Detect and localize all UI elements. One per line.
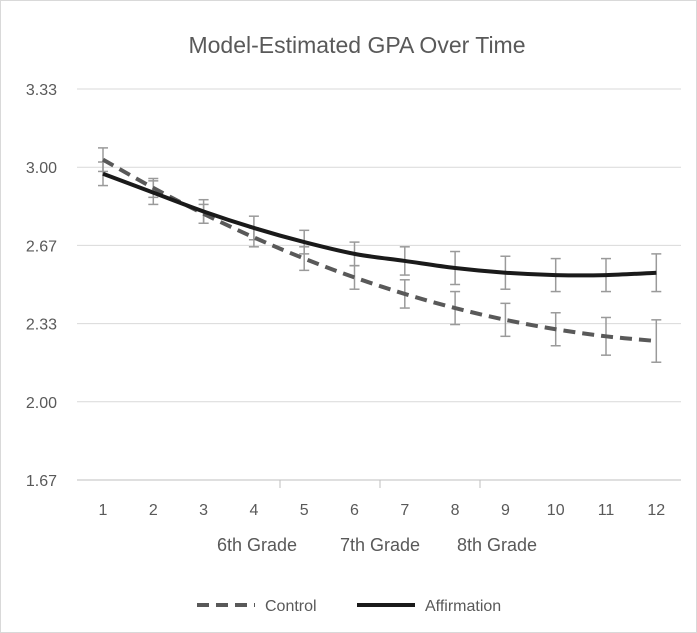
y-tick-label: 2.67 — [26, 238, 57, 255]
gridlines — [77, 88, 681, 403]
x-tick-label: 6 — [350, 502, 359, 519]
y-tick-label: 3.00 — [26, 160, 57, 177]
x-tick-label: 11 — [598, 502, 615, 519]
x-tick-label: 7 — [400, 502, 409, 519]
x-tick-label: 9 — [501, 502, 510, 519]
x-tick-label: 8 — [451, 502, 460, 519]
x-tick-label: 12 — [647, 502, 665, 519]
series-line-affirmation — [102, 171, 657, 278]
y-axis-ticks: 3.33 3.00 2.67 2.33 2.00 1.67 — [26, 82, 57, 490]
chart-title: Model-Estimated GPA Over Time — [188, 32, 525, 58]
series-line-control — [102, 157, 657, 344]
x-axis — [77, 479, 681, 488]
grade-group-labels: 6th Grade 7th Grade 8th Grade — [217, 535, 537, 555]
x-tick-label: 5 — [300, 502, 309, 519]
error-bar — [651, 319, 662, 363]
y-tick-label: 3.33 — [26, 82, 57, 99]
y-tick-label: 1.67 — [26, 473, 57, 490]
x-tick-label: 10 — [547, 502, 565, 519]
error-bars — [98, 147, 662, 363]
legend: Control Affirmation — [197, 598, 501, 615]
x-tick-label: 4 — [249, 502, 258, 519]
x-tick-label: 1 — [99, 502, 108, 519]
y-tick-label: 2.00 — [26, 395, 57, 412]
legend-label: Affirmation — [425, 598, 501, 615]
series-lines — [102, 157, 657, 344]
x-axis-ticks: 1 2 3 4 5 6 7 8 9 10 11 12 — [99, 502, 666, 519]
legend-label: Control — [265, 598, 317, 615]
grade-group-label: 7th Grade — [340, 535, 420, 555]
error-bar — [500, 302, 511, 338]
y-tick-label: 2.33 — [26, 317, 57, 334]
grade-group-label: 8th Grade — [457, 535, 537, 555]
x-tick-label: 3 — [199, 502, 208, 519]
x-tick-label: 2 — [149, 502, 158, 519]
grade-group-label: 6th Grade — [217, 535, 297, 555]
